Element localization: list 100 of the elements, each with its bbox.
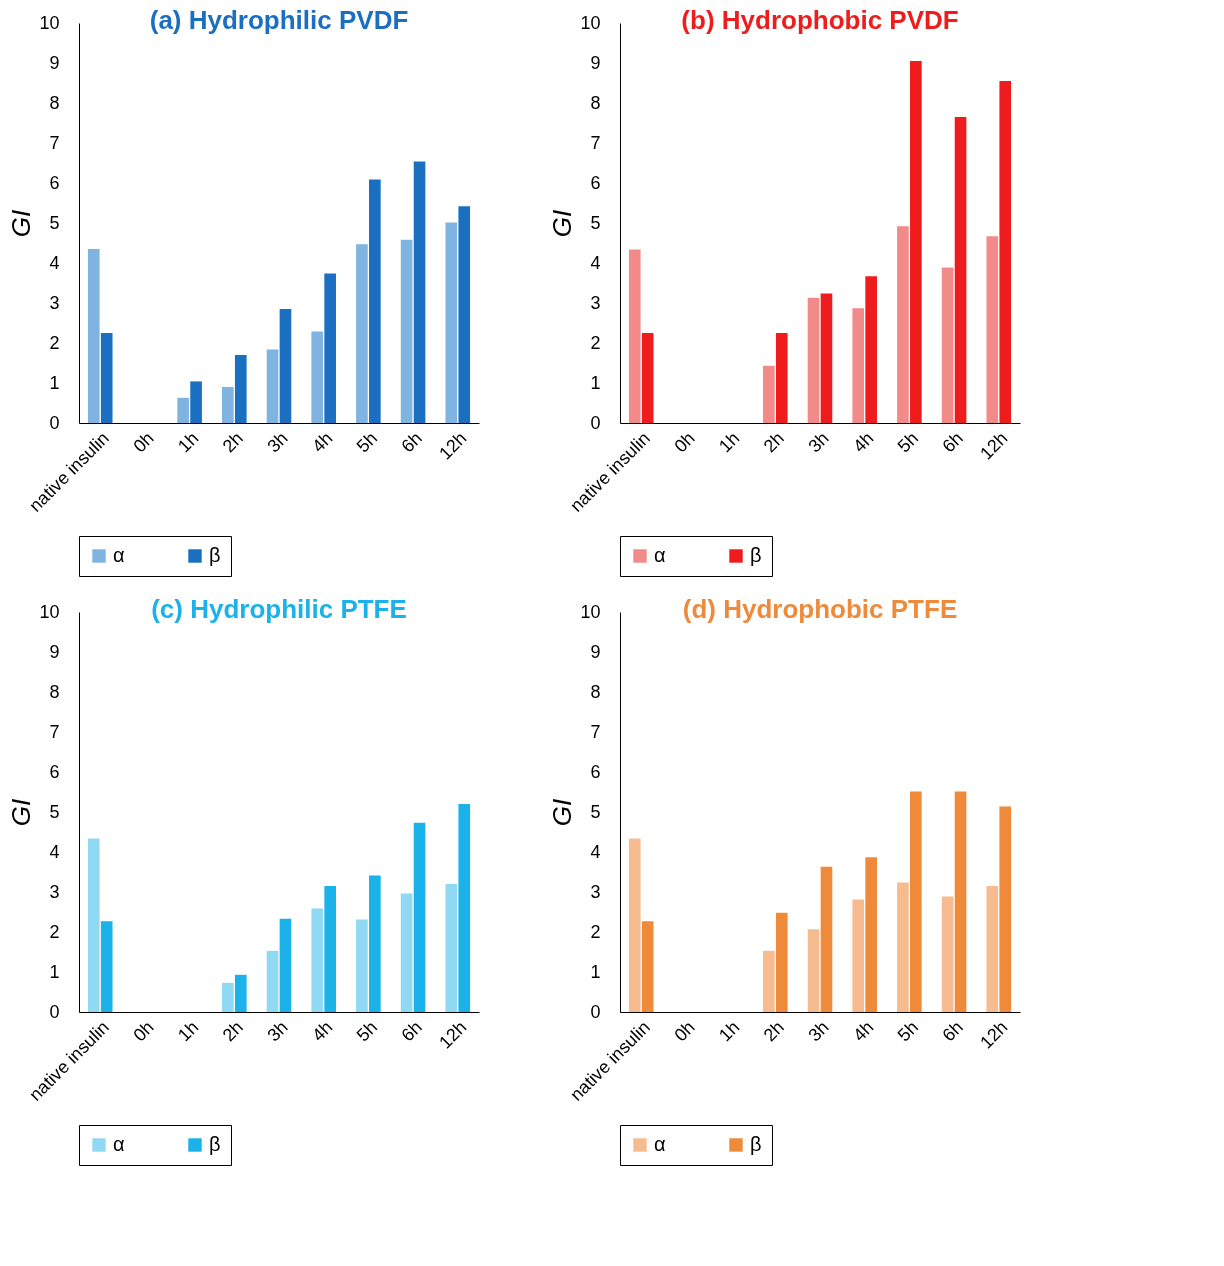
y-axis-title: GI: [6, 798, 37, 827]
x-tick-label: 5h: [352, 428, 382, 457]
x-tick-label: 12h: [435, 428, 471, 464]
y-tick-label: 9: [590, 52, 601, 73]
y-tick-label: 1: [49, 961, 60, 982]
chart-title: (b) Hydrophobic PVDF: [681, 5, 959, 35]
bar: [311, 331, 324, 423]
x-tick-label: 0h: [129, 1017, 158, 1046]
legend-label: α: [654, 1133, 666, 1155]
x-tick-label: 2h: [218, 1017, 248, 1046]
bar: [356, 244, 368, 423]
y-axis-title: GI: [6, 209, 37, 238]
bar: [852, 308, 865, 423]
y-tick-label: 5: [49, 212, 60, 233]
y-tick-label: 2: [590, 332, 601, 353]
y-axis-title: GI: [547, 798, 578, 827]
y-tick-label: 9: [590, 641, 601, 662]
y-tick-label: 10: [39, 12, 60, 33]
x-tick-label: 1h: [715, 1017, 744, 1046]
y-tick-label: 4: [590, 252, 601, 273]
bar: [999, 81, 1012, 423]
bar: [999, 806, 1012, 1012]
bar: [369, 875, 381, 1012]
bar: [865, 857, 877, 1012]
bar: [356, 919, 368, 1012]
x-tick-label: 5h: [352, 1017, 382, 1046]
bar: [87, 838, 100, 1012]
bar: [941, 267, 954, 423]
y-tick-label: 2: [49, 921, 60, 942]
bar: [897, 882, 909, 1012]
bar: [763, 365, 775, 423]
y-tick-label: 10: [580, 601, 601, 622]
bar: [190, 381, 202, 423]
x-tick-label: 6h: [938, 1017, 967, 1046]
legend-label: β: [750, 1133, 762, 1155]
bar: [986, 236, 999, 423]
y-tick-label: 9: [49, 52, 60, 73]
y-tick-label: 5: [590, 212, 601, 233]
y-tick-label: 0: [590, 412, 601, 433]
bar: [852, 899, 865, 1012]
legend-label: α: [113, 544, 125, 566]
bar: [775, 333, 788, 423]
y-tick-label: 6: [49, 172, 60, 193]
y-tick-label: 7: [590, 721, 601, 742]
y-tick-label: 1: [49, 372, 60, 393]
y-tick-label: 10: [39, 601, 60, 622]
bar: [445, 884, 458, 1012]
bar: [234, 974, 247, 1012]
x-tick-label: 1h: [174, 1017, 203, 1046]
x-tick-label: 0h: [670, 428, 699, 457]
bar: [100, 333, 113, 423]
bar: [234, 355, 247, 423]
bar: [222, 387, 234, 423]
bar: [279, 309, 292, 423]
x-tick-label: 4h: [308, 428, 337, 457]
y-tick-label: 4: [49, 252, 60, 273]
y-tick-label: 1: [590, 961, 601, 982]
x-tick-label: 5h: [893, 428, 923, 457]
x-tick-label: 12h: [435, 1017, 471, 1053]
bar: [641, 921, 654, 1012]
x-tick-label: 1h: [715, 428, 744, 457]
legend-label: β: [750, 544, 762, 566]
bar: [413, 161, 426, 423]
bar: [369, 179, 381, 423]
bar: [775, 912, 788, 1012]
bar: [954, 791, 967, 1012]
x-tick-label: 6h: [938, 428, 967, 457]
y-tick-label: 3: [590, 881, 601, 902]
y-tick-label: 3: [49, 292, 60, 313]
x-tick-label: 12h: [976, 428, 1012, 464]
x-tick-label: 4h: [308, 1017, 337, 1046]
bar: [807, 297, 820, 423]
x-tick-label: 3h: [804, 428, 833, 457]
y-tick-label: 7: [590, 132, 601, 153]
y-tick-label: 8: [590, 92, 601, 113]
legend-label: α: [654, 544, 666, 566]
y-tick-label: 9: [49, 641, 60, 662]
y-tick-label: 8: [590, 681, 601, 702]
x-tick-label: 2h: [759, 428, 789, 457]
x-tick-label: 2h: [218, 428, 248, 457]
y-tick-label: 4: [49, 841, 60, 862]
legend-label: α: [113, 1133, 125, 1155]
y-tick-label: 3: [590, 292, 601, 313]
y-tick-label: 7: [49, 132, 60, 153]
bar: [445, 222, 458, 423]
y-tick-label: 5: [590, 801, 601, 822]
y-axis-title: GI: [547, 209, 578, 238]
bar: [100, 921, 113, 1012]
legend-label: β: [209, 1133, 221, 1155]
bar: [324, 273, 336, 423]
x-tick-label: 12h: [976, 1017, 1012, 1053]
bar: [177, 397, 189, 423]
bar: [807, 929, 820, 1012]
x-tick-label: 3h: [263, 1017, 292, 1046]
bar: [820, 293, 833, 423]
x-tick-label: 1h: [174, 428, 203, 457]
y-tick-label: 10: [580, 12, 601, 33]
bar: [266, 349, 279, 423]
x-tick-label: 3h: [804, 1017, 833, 1046]
bar: [311, 908, 324, 1012]
